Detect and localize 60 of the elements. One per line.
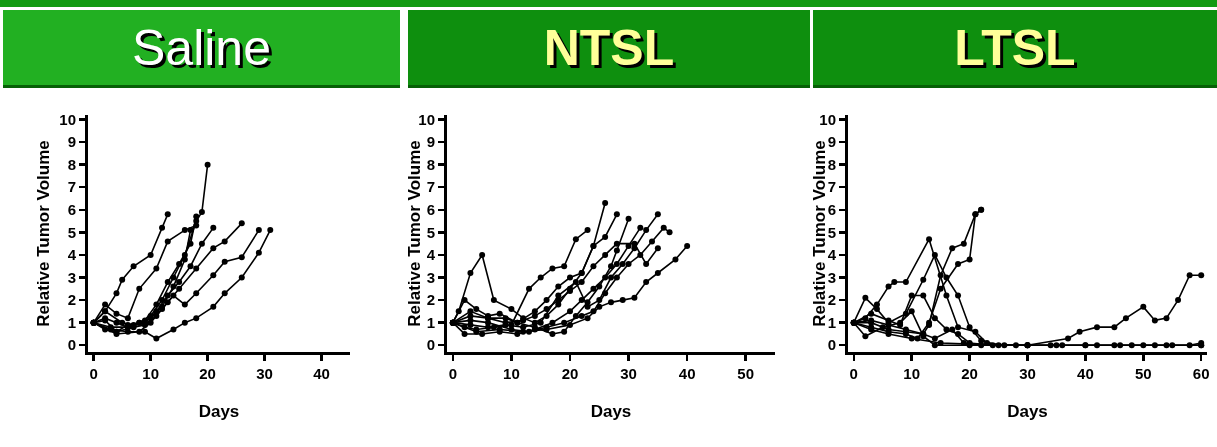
y-tick-label: 5 — [67, 223, 76, 241]
y-tick-label: 9 — [67, 133, 76, 151]
y-tick-label: 0 — [827, 336, 836, 354]
y-tick-label: 10 — [418, 110, 435, 128]
x-tick-label: 40 — [313, 365, 330, 382]
y-tick-label: 2 — [67, 291, 76, 309]
x-tick-label: 30 — [1019, 365, 1036, 382]
x-tick-label: 0 — [849, 365, 858, 382]
y-tick-label: 4 — [67, 246, 77, 264]
x-axis-title: Days — [590, 402, 632, 422]
y-tick-label: 7 — [426, 178, 435, 196]
y-tick-label: 1 — [67, 313, 76, 331]
y-tick-label: 8 — [67, 155, 76, 173]
x-axis-title: Days — [198, 402, 240, 422]
x-tick-label: 50 — [737, 365, 755, 382]
y-tick-label: 7 — [67, 178, 76, 196]
y-tick-label: 5 — [827, 223, 836, 241]
y-tick-label: 3 — [827, 268, 836, 286]
x-tick-label: 30 — [256, 365, 273, 382]
y-tick-label: 1 — [426, 313, 435, 331]
x-tick-label: 0 — [89, 365, 98, 382]
y-tick-label: 1 — [827, 313, 836, 331]
y-axis-title: Relative Tumor Volume — [810, 140, 829, 327]
y-tick-label: 9 — [827, 133, 836, 151]
y-tick-label: 5 — [426, 223, 435, 241]
y-tick-label: 8 — [426, 155, 435, 173]
y-tick-label: 3 — [67, 268, 76, 286]
y-tick-label: 2 — [426, 291, 435, 309]
x-tick-label: 0 — [448, 365, 458, 382]
x-tick-label: 20 — [561, 365, 579, 382]
y-axis-title: Relative Tumor Volume — [33, 140, 53, 327]
y-tick-label: 8 — [827, 155, 836, 173]
x-tick-label: 50 — [1134, 365, 1152, 382]
x-tick-label: 40 — [1077, 365, 1094, 382]
y-tick-label: 6 — [827, 201, 836, 219]
chart-title: Saline — [3, 10, 400, 88]
y-tick-label: 4 — [827, 246, 837, 264]
chart-title: NTSL — [408, 10, 810, 88]
x-tick-label: 10 — [503, 365, 520, 382]
y-axis-title: Relative Tumor Volume — [405, 140, 424, 327]
y-tick-label: 10 — [59, 110, 76, 128]
y-tick-label: 0 — [426, 336, 435, 354]
chart-title: LTSL — [813, 10, 1217, 88]
y-tick-label: 3 — [426, 268, 435, 286]
y-tick-label: 10 — [819, 110, 836, 128]
y-tick-label: 6 — [67, 201, 76, 219]
x-tick-label: 60 — [1192, 365, 1210, 382]
x-tick-label: 20 — [961, 365, 978, 382]
y-tick-label: 9 — [426, 133, 435, 151]
y-tick-label: 6 — [426, 201, 435, 219]
x-tick-label: 30 — [620, 365, 637, 382]
y-tick-label: 0 — [67, 336, 76, 354]
y-tick-label: 4 — [426, 246, 436, 264]
x-tick-label: 10 — [142, 365, 159, 382]
x-tick-label: 20 — [199, 365, 216, 382]
y-tick-label: 7 — [827, 178, 836, 196]
x-tick-label: 10 — [903, 365, 921, 382]
x-tick-label: 40 — [678, 365, 696, 382]
y-tick-label: 2 — [827, 291, 836, 309]
x-axis-title: Days — [1007, 402, 1048, 422]
